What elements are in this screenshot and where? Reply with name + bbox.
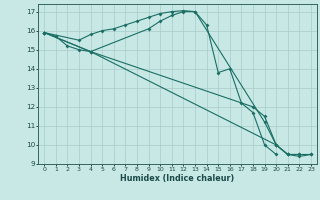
X-axis label: Humidex (Indice chaleur): Humidex (Indice chaleur) bbox=[120, 174, 235, 183]
